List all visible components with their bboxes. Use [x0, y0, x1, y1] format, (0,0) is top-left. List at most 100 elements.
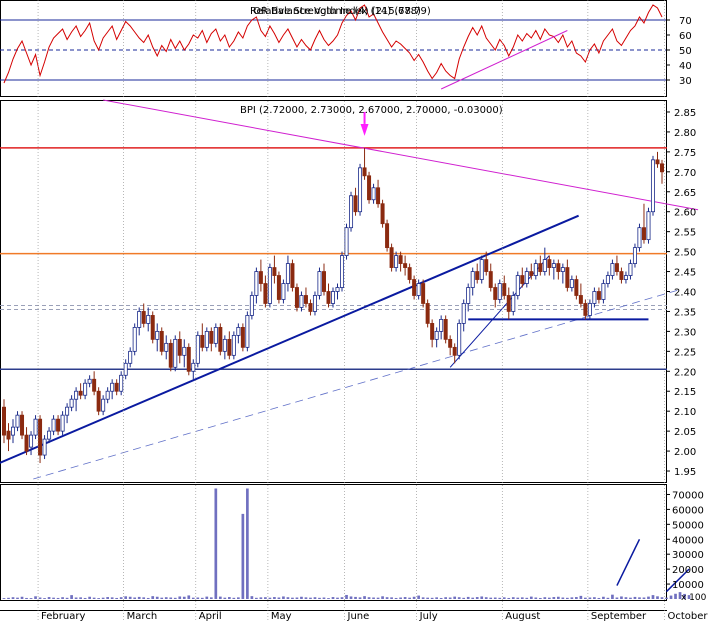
candle-body — [362, 167, 367, 177]
volume-bar — [552, 597, 556, 599]
candle-body — [619, 271, 624, 280]
volume-bar — [642, 597, 646, 599]
volume-bar — [606, 597, 610, 599]
candle-body — [506, 295, 511, 312]
candle-body — [385, 223, 390, 249]
candle-body — [367, 175, 372, 201]
volume-bar — [651, 595, 655, 599]
volume-bar — [647, 596, 650, 599]
candle-body — [502, 283, 507, 296]
candle-body — [466, 287, 471, 304]
volume-tick-label: 30000 — [672, 550, 704, 561]
volume-bar — [173, 597, 177, 599]
volume-bar — [52, 597, 55, 599]
candle-body — [38, 418, 43, 456]
candle-body — [583, 303, 588, 316]
volume-bar — [124, 596, 128, 599]
candle-body — [389, 247, 394, 268]
volume-bar — [480, 596, 484, 599]
candle-body — [470, 271, 475, 288]
volume-bar — [101, 597, 105, 599]
volume-tick-label: 10000 — [672, 580, 704, 591]
candle-body — [560, 267, 565, 272]
rsi-tick-label: 40 — [679, 61, 692, 72]
candle-body — [371, 187, 376, 201]
candle-body — [340, 255, 345, 288]
volume-bar — [484, 597, 488, 599]
price-layer — [0, 99, 699, 480]
month-label: August — [505, 611, 540, 622]
candle-body — [592, 291, 597, 304]
volume-bar — [520, 597, 524, 599]
candle-body — [218, 327, 223, 352]
volume-bar — [205, 596, 209, 599]
volume-bar — [300, 596, 303, 599]
candle-body — [349, 195, 354, 229]
price-tick-label: 2.85 — [674, 108, 696, 119]
volume-bar — [209, 597, 213, 599]
volume-bar — [602, 596, 605, 599]
candle-body — [569, 279, 574, 288]
rsi-panel-title-overlap: OR Balance Volume (4) (215,678) — [253, 6, 421, 17]
candle-body — [11, 426, 16, 436]
volume-bar — [507, 597, 511, 599]
volume-bar — [2, 598, 6, 599]
volume-bar — [660, 597, 664, 599]
volume-bar — [74, 597, 78, 599]
candle-body — [623, 275, 628, 280]
volume-bar — [403, 597, 407, 599]
candle-body — [650, 159, 655, 213]
volume-bar — [683, 593, 686, 599]
volume-bar — [665, 597, 668, 599]
price-tick-label: 2.00 — [674, 447, 696, 458]
volume-bar — [417, 595, 420, 599]
volume-bar — [376, 597, 380, 599]
candle-body — [443, 319, 448, 340]
volume-bar — [629, 597, 632, 599]
candle-body — [646, 211, 651, 241]
volume-bar — [115, 597, 119, 599]
candle-body — [263, 283, 268, 304]
candle-body — [628, 263, 633, 276]
volume-bar — [313, 597, 317, 599]
price-tick-label: 2.35 — [674, 307, 696, 318]
volume-bar — [128, 596, 132, 599]
candle-body — [353, 195, 358, 213]
volume-bar — [687, 595, 691, 599]
volume-bar — [146, 597, 150, 599]
volume-bar — [372, 597, 375, 599]
month-label: February — [41, 611, 85, 622]
volume-bar — [624, 597, 628, 599]
candle-body — [123, 362, 128, 376]
rsi-tick-label: 70 — [679, 16, 692, 27]
price-tick-label: 2.80 — [674, 128, 696, 139]
volume-bar — [38, 597, 42, 599]
volume-bar — [385, 597, 389, 599]
volume-bar — [16, 597, 19, 599]
volume-bar — [547, 597, 551, 599]
candle-body — [56, 418, 61, 432]
candle-body — [439, 319, 444, 332]
candle-body — [294, 287, 299, 308]
candle-body — [596, 291, 601, 300]
rsi-tick-label: 50 — [679, 46, 692, 57]
volume-bar — [471, 597, 475, 599]
volume-bar — [47, 597, 51, 599]
volume-layer — [2, 488, 691, 599]
candle-body — [15, 414, 20, 428]
candle-body — [290, 263, 295, 288]
price-tick-label: 2.30 — [674, 327, 696, 338]
volume-bar — [295, 597, 299, 599]
peak-marker-arrow — [360, 123, 369, 136]
volume-bar — [169, 597, 173, 599]
volume-tick-label: 40000 — [672, 535, 704, 546]
volume-bar — [83, 597, 87, 599]
candle-body — [587, 303, 592, 316]
candle-body — [114, 382, 119, 392]
volume-bar — [529, 596, 533, 599]
volume-bar — [88, 596, 91, 599]
candle-body — [236, 327, 241, 336]
candle-body — [416, 283, 421, 296]
volume-bar — [151, 596, 155, 599]
volume-bar — [566, 597, 569, 599]
